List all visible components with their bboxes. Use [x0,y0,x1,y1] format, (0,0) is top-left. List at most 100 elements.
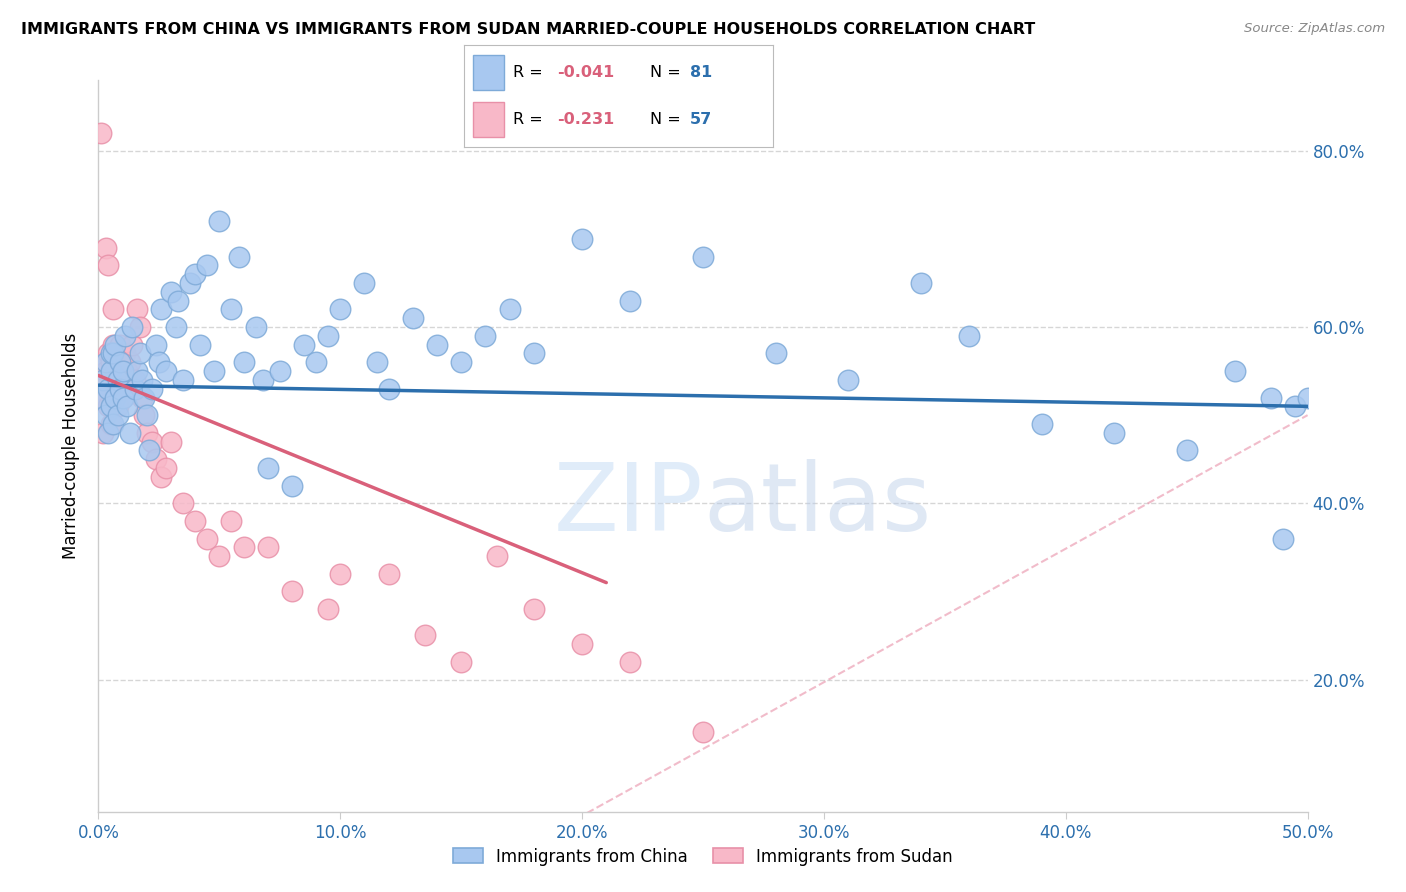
Point [111,364,134,378]
Point [134,408,156,422]
Point [571,637,593,651]
Point [150,302,173,317]
Point [114,329,136,343]
Point [128,346,150,360]
Point [111,391,134,405]
Point [107,373,129,387]
Point [100,364,122,378]
Point [172,496,194,510]
Point [571,232,593,246]
Text: N =: N = [650,112,686,127]
Text: 81: 81 [690,65,711,79]
Point [316,602,339,616]
Point [104,364,127,378]
FancyBboxPatch shape [474,55,505,90]
Point [167,293,190,308]
Point [145,337,167,351]
Y-axis label: Married-couple Households: Married-couple Households [62,333,80,559]
Point [108,382,131,396]
Point [1223,364,1246,378]
Point [204,364,226,378]
Point [619,655,641,669]
Text: R =: R = [513,65,548,79]
Point [232,355,254,369]
Point [498,302,520,317]
Point [1272,532,1295,546]
Legend: Immigrants from China, Immigrants from Sudan: Immigrants from China, Immigrants from S… [453,847,953,865]
Point [377,566,399,581]
Point [188,337,211,351]
Point [221,302,243,317]
Point [256,541,278,555]
Point [124,373,146,387]
Point [256,461,278,475]
Point [305,355,328,369]
Point [94,364,117,378]
Point [1031,417,1053,431]
Point [91,425,114,440]
Point [366,355,388,369]
Point [104,346,127,360]
Point [165,320,187,334]
Point [413,628,436,642]
Point [90,126,112,140]
Point [329,566,352,581]
Point [121,320,143,334]
Point [94,355,117,369]
Point [104,391,127,405]
Point [138,443,160,458]
Point [281,584,304,599]
Point [148,355,170,369]
Point [281,478,304,492]
Point [127,302,149,317]
Point [91,373,114,387]
Point [101,391,124,405]
Point [108,337,131,351]
Point [228,250,250,264]
Point [107,382,129,396]
Point [765,346,787,360]
Point [450,655,472,669]
Point [221,514,243,528]
Point [208,214,231,228]
Text: IMMIGRANTS FROM CHINA VS IMMIGRANTS FROM SUDAN MARRIED-COUPLE HOUSEHOLDS CORRELA: IMMIGRANTS FROM CHINA VS IMMIGRANTS FROM… [21,22,1035,37]
Point [179,276,201,290]
Point [131,391,153,405]
Point [474,329,496,343]
Point [127,364,149,378]
Point [316,329,339,343]
Point [97,382,120,396]
Point [232,541,254,555]
Text: N =: N = [650,65,686,79]
Point [100,346,122,360]
Point [97,400,120,414]
Point [269,364,291,378]
Point [104,337,127,351]
Point [195,532,218,546]
Point [523,602,546,616]
Point [292,337,315,351]
Point [172,373,194,387]
Point [100,400,122,414]
Point [114,346,136,360]
Point [117,400,139,414]
Point [910,276,932,290]
Point [402,311,425,326]
Point [91,355,114,369]
Point [145,452,167,467]
Point [111,391,134,405]
Point [957,329,980,343]
Point [101,302,124,317]
Point [101,417,124,431]
Point [118,355,141,369]
Point [837,373,859,387]
Point [90,391,112,405]
FancyBboxPatch shape [474,102,505,137]
Point [141,382,163,396]
Point [1175,443,1198,458]
Point [353,276,375,290]
Point [100,382,122,396]
Point [108,355,131,369]
Point [426,337,449,351]
Point [377,382,399,396]
